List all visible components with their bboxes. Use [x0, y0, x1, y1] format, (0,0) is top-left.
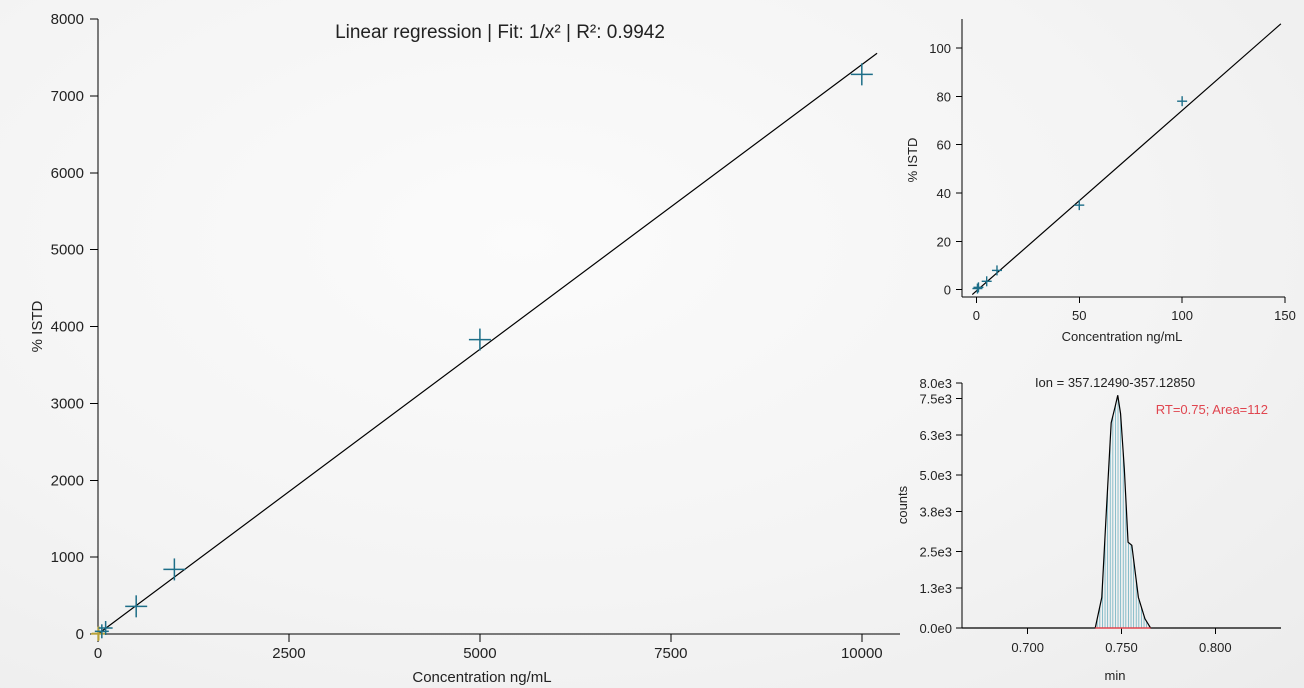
main-fit-line	[97, 52, 878, 635]
chrom-y-tick-label: 0.0e0	[919, 621, 952, 636]
main-y-axis-label: % ISTD	[29, 301, 46, 353]
zoom-y-tick-label: 0	[944, 283, 951, 298]
zoom-x-tick-label: 100	[1171, 308, 1193, 323]
zoom-y-tick-label: 40	[937, 186, 951, 201]
zoom-y-axis-label: % ISTD	[905, 138, 920, 183]
main-y-tick-label: 8000	[51, 11, 84, 28]
main-chart: 0 1000 2000 3000 4000 5000 6000 7000 8000 0 2500 50…	[29, 11, 900, 686]
zoom-x-tick-label: 0	[973, 308, 980, 323]
main-x-tick-label: 10000	[841, 645, 883, 662]
chrom-x-tick-label: 0.800	[1199, 640, 1232, 655]
main-x-tick-label: 2500	[272, 645, 305, 662]
chrom-y-tick-label: 6.3e3	[919, 428, 952, 443]
main-chart-title: Linear regression | Fit: 1/x² | R²: 0.99…	[335, 22, 665, 43]
chrom-y-tick-label: 2.5e3	[919, 544, 952, 559]
chrom-x-axis-label: min	[1105, 668, 1126, 683]
chrom-y-axis-label: counts	[895, 485, 910, 524]
main-y-tick-label: 7000	[51, 88, 84, 105]
chrom-x-tick-label: 0.750	[1105, 640, 1138, 655]
zoom-chart: 0 20 40 60 80 100 0 50 100 150 Concentration ng/mL…	[905, 19, 1296, 344]
zoom-fit-line	[971, 23, 1282, 296]
main-y-tick-label: 3000	[51, 395, 84, 412]
main-x-tick-label: 7500	[654, 645, 687, 662]
main-x-tick-label: 5000	[463, 645, 496, 662]
main-y-tick-label: 2000	[51, 472, 84, 489]
chrom-y-tick-label: 1.3e3	[919, 581, 952, 596]
chrom-y-tick-label: 5.0e3	[919, 468, 952, 483]
main-y-tick-label: 6000	[51, 165, 84, 182]
main-x-tick-label: 0	[94, 645, 102, 662]
zoom-y-tick-label: 80	[937, 89, 951, 104]
zoom-x-axis-label: Concentration ng/mL	[1062, 329, 1183, 344]
zoom-x-tick-label: 150	[1274, 308, 1296, 323]
chrom-trace-line	[962, 395, 1281, 629]
zoom-y-tick-label: 100	[929, 41, 951, 56]
chromatogram-chart: 0.0e0 1.3e3 2.5e3 3.8e3 5.0e3 6.3e3 7.5e38.0e3…	[895, 375, 1281, 683]
main-x-axis-label: Concentration ng/mL	[412, 669, 551, 686]
main-y-tick-label: 4000	[51, 319, 84, 336]
chrom-y-tick-label: 8.0e3	[919, 376, 952, 391]
main-y-tick-label: 5000	[51, 242, 84, 259]
chrom-peak-annotation: RT=0.75; Area=112	[1156, 402, 1268, 417]
chrom-x-tick-label: 0.700	[1011, 640, 1044, 655]
main-y-tick-label: 1000	[51, 549, 84, 566]
chrom-y-tick-label: 3.8e3	[919, 505, 952, 520]
zoom-y-tick-label: 60	[937, 138, 951, 153]
zoom-y-tick-label: 20	[937, 234, 951, 249]
chrom-title: Ion = 357.12490-357.12850	[1035, 375, 1195, 390]
zoom-x-tick-label: 50	[1072, 308, 1086, 323]
main-y-tick-label: 0	[76, 626, 84, 643]
chrom-y-tick-label: 7.5e3	[919, 391, 952, 406]
